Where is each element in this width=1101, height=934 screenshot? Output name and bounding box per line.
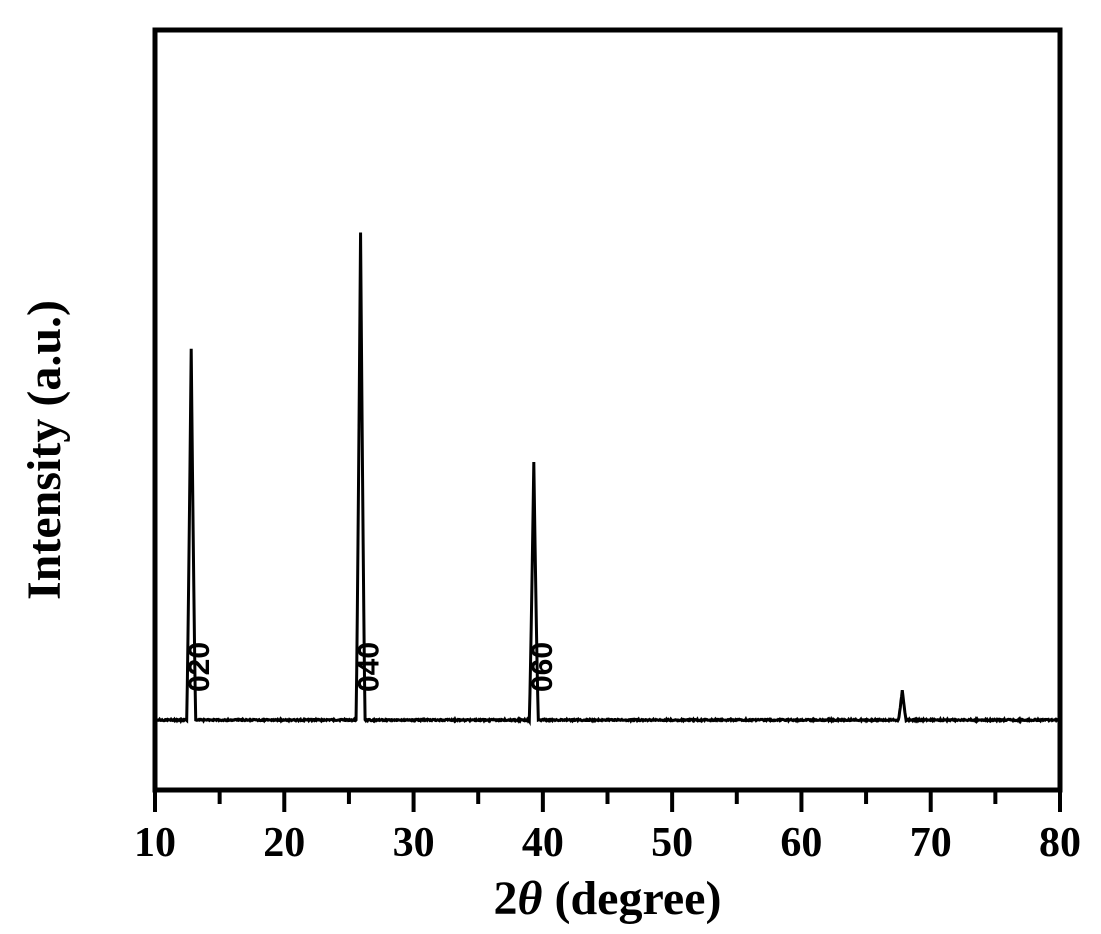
x-tick-label: 30 bbox=[393, 820, 435, 866]
x-tick-label: 20 bbox=[263, 820, 305, 866]
x-tick-label: 80 bbox=[1039, 820, 1081, 866]
x-tick-label: 10 bbox=[134, 820, 176, 866]
x-tick-label: 50 bbox=[651, 820, 693, 866]
chart-svg: 10 20 30 40 50 60 70 80 2θ (degree) Intensity (a.… bbox=[0, 0, 1101, 934]
peak-label: 020 bbox=[183, 642, 216, 692]
x-tick-label: 60 bbox=[780, 820, 822, 866]
x-tick-label: 40 bbox=[522, 820, 564, 866]
x-axis-label: 2θ (degree) bbox=[494, 872, 722, 925]
x-tick-label: 70 bbox=[910, 820, 952, 866]
y-axis-label: Intensity (a.u.) bbox=[18, 300, 71, 600]
xrd-chart: 10 20 30 40 50 60 70 80 2θ (degree) Intensity (a.… bbox=[0, 0, 1101, 934]
peak-label: 060 bbox=[526, 642, 559, 692]
peak-label: 040 bbox=[353, 642, 386, 692]
